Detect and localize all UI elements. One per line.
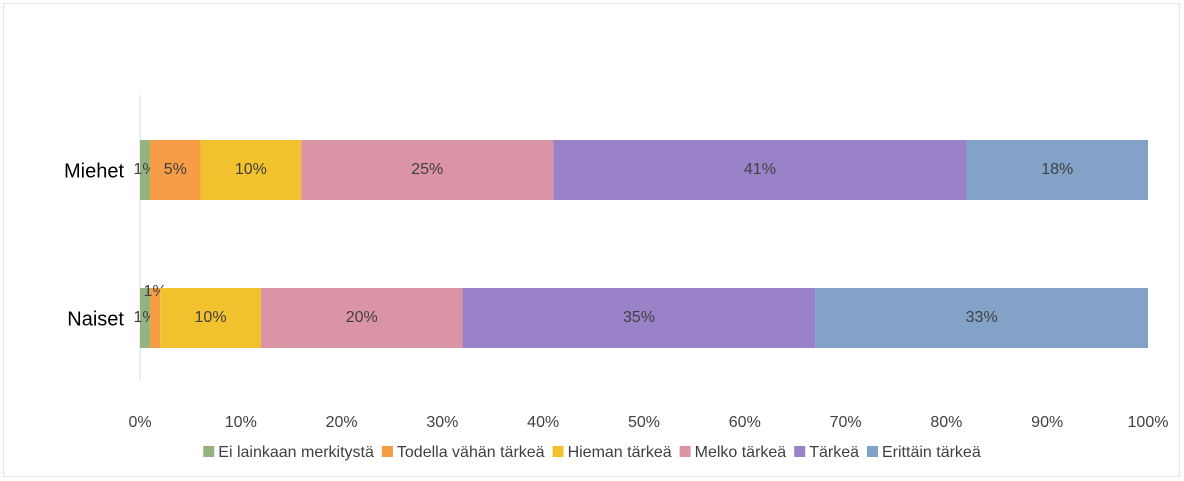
bar-segment [260,288,463,348]
x-tick-label: 70% [830,414,862,431]
legend-swatch [867,446,878,457]
bar-segment [815,288,1148,348]
bar-segment [301,140,554,200]
x-tick-label: 100% [1128,414,1169,431]
value-label: 10% [195,309,227,326]
x-tick-label: 20% [326,414,358,431]
bar-segment [150,288,161,348]
x-tick-label: 10% [225,414,257,431]
x-tick-label: 80% [930,414,962,431]
legend-label: Ei lainkaan merkitystä [218,444,374,461]
value-label: 41% [744,161,776,178]
legend-swatch [679,446,691,457]
bar-segment [200,140,302,200]
value-label: 33% [966,309,998,326]
category-label: Miehet [64,160,124,182]
legend-swatch [203,446,215,457]
value-label: 25% [411,161,443,178]
value-label: 35% [623,309,655,326]
value-label: 5% [164,161,187,178]
x-tick-label: 30% [426,414,458,431]
category-label: Naiset [67,308,124,330]
legend-label: Melko tärkeä [695,444,787,461]
bar-segment [140,288,151,348]
bar-segment [140,140,151,200]
bar-segment [462,288,816,348]
legend-swatch [552,446,564,457]
x-tick-label: 0% [128,414,151,431]
chart-border [3,3,1180,477]
x-tick-label: 50% [628,414,660,431]
legend-label: Todella vähän tärkeä [397,444,545,461]
legend-swatch [794,446,806,457]
bar-segment [966,140,1148,200]
legend-label: Tärkeä [809,444,859,461]
x-tick-label: 60% [729,414,761,431]
legend-swatch [381,446,393,457]
bar-segment [160,288,261,348]
value-label: 18% [1041,161,1073,178]
x-tick-label: 90% [1031,414,1063,431]
legend-label: Hieman tärkeä [568,444,672,461]
bar-segment [150,140,201,200]
value-label: 20% [346,309,378,326]
bar-segment [553,140,967,200]
legend-label: Erittäin tärkeä [882,444,981,461]
value-label: 10% [235,161,267,178]
x-tick-label: 40% [527,414,559,431]
